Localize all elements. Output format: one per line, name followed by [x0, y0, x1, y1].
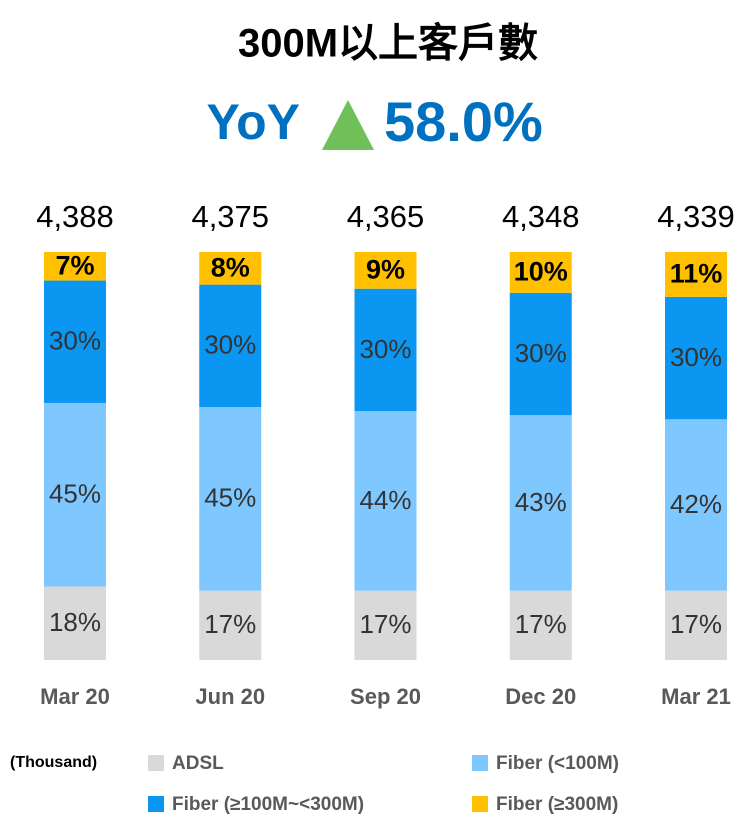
segment-label: 30%	[49, 326, 101, 356]
total-label: 4,388	[36, 199, 114, 234]
segment-label: 9%	[366, 254, 405, 284]
segment-label: 17%	[359, 609, 411, 639]
bar-segment	[509, 590, 572, 660]
x-tick-label: Sep 20	[350, 684, 421, 709]
bar-segment	[44, 402, 106, 587]
segment-label: 7%	[55, 250, 94, 280]
total-label: 4,375	[191, 199, 269, 234]
segment-label: 30%	[359, 334, 411, 364]
total-label: 4,348	[502, 199, 580, 234]
bar-segment	[354, 411, 417, 591]
bar-segment	[665, 590, 727, 660]
bar-segment	[509, 252, 572, 293]
bar-segment	[665, 296, 727, 420]
legend-label: Fiber (≥300M)	[496, 794, 618, 815]
segment-label: 17%	[515, 609, 567, 639]
segment-label: 45%	[49, 479, 101, 509]
bar-segment	[199, 590, 262, 660]
segment-label: 11%	[670, 259, 723, 289]
segment-label: 45%	[204, 483, 256, 513]
bar-segment	[665, 252, 727, 297]
legend-swatch	[148, 755, 164, 771]
segment-label: 43%	[515, 487, 567, 517]
segment-label: 8%	[211, 252, 250, 282]
legend-label: ADSL	[172, 753, 224, 774]
segment-label: 17%	[204, 609, 256, 639]
legend-swatch	[148, 796, 164, 812]
x-tick-label: Jun 20	[195, 684, 265, 709]
bar-segment	[44, 586, 106, 660]
legend-swatch	[472, 796, 488, 812]
bar-segment	[509, 415, 572, 591]
total-label: 4,365	[347, 199, 425, 234]
bar-segment	[354, 288, 417, 412]
bar-segment	[44, 280, 106, 403]
bar-segment	[199, 284, 262, 408]
bar-segment	[665, 419, 727, 591]
x-tick-label: Mar 21	[661, 684, 731, 709]
unit-label: (Thousand)	[10, 754, 97, 771]
total-label: 4,339	[657, 199, 735, 234]
segment-label: 42%	[670, 489, 722, 519]
legend-label: Fiber (<100M)	[496, 753, 619, 774]
up-triangle	[322, 100, 374, 150]
x-tick-label: Mar 20	[40, 684, 110, 709]
bar-segment	[509, 292, 572, 416]
legend-swatch	[472, 755, 488, 771]
segment-label: 30%	[670, 342, 722, 372]
legend-label: Fiber (≥100M~<300M)	[172, 794, 364, 815]
bar-segment	[354, 590, 417, 660]
segment-label: 10%	[514, 257, 568, 287]
chart-title: 300M以上客戶數	[238, 22, 538, 66]
bar-segment	[44, 252, 106, 281]
segment-label: 17%	[670, 609, 722, 639]
bar-segment	[199, 252, 262, 285]
x-tick-label: Dec 20	[505, 684, 576, 709]
segment-label: 18%	[49, 607, 101, 637]
subtitle: YoY	[206, 94, 300, 150]
segment-label: 30%	[204, 330, 256, 360]
bar-segment	[354, 252, 417, 289]
segment-label: 44%	[359, 485, 411, 515]
yoy-value: 58.0%	[384, 90, 543, 153]
bar-segment	[199, 407, 262, 591]
segment-label: 30%	[515, 338, 567, 368]
